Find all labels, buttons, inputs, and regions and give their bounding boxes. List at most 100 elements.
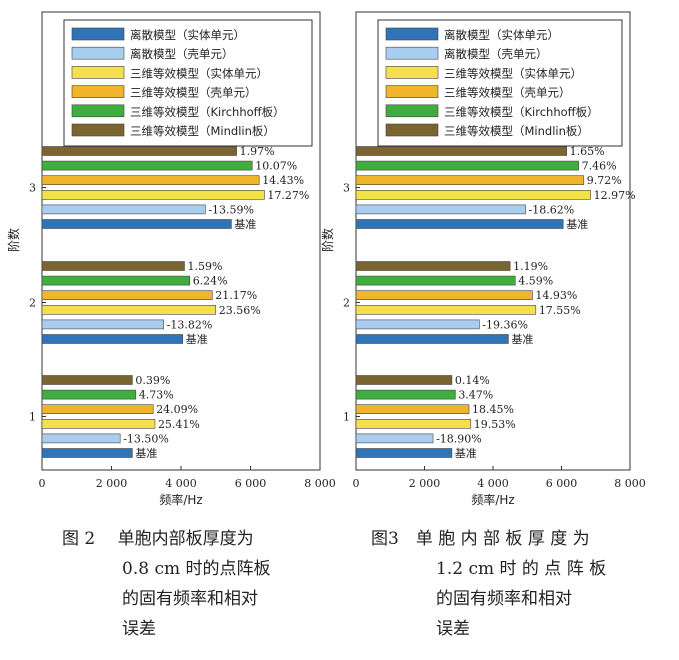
bar: [355, 389, 456, 400]
legend-entry: 三维等效模型（Mindlin板）: [444, 124, 589, 138]
data-label: 基准: [135, 447, 157, 460]
caption-line: 误差: [436, 619, 470, 639]
data-label: 25.41%: [158, 418, 200, 431]
data-label: 基准: [511, 333, 533, 346]
y-axis-label: 阶数: [6, 228, 21, 252]
bar: [41, 219, 232, 229]
bar: [355, 190, 591, 200]
data-label: 17.27%: [267, 189, 309, 202]
data-label: 1.65%: [570, 145, 605, 158]
data-label: 3.47%: [458, 389, 493, 402]
bar: [355, 404, 470, 415]
legend-entry: 三维等效模型（壳单元）: [130, 86, 257, 100]
bar: [41, 261, 185, 271]
legend-entry: 三维等效模型（Kirchhoff板）: [130, 105, 285, 119]
caption-line: 图3 单 胞 内 部 板 厚 度 为: [371, 529, 590, 549]
bar: [41, 290, 213, 301]
data-label: 基准: [455, 447, 477, 460]
bar: [41, 275, 190, 286]
bar: [41, 433, 121, 444]
data-label: 0.39%: [135, 374, 170, 387]
data-label: 14.43%: [262, 174, 304, 187]
bar: [41, 319, 164, 330]
legend-entry: 三维等效模型（Mindlin板）: [130, 124, 275, 138]
bar: [355, 275, 516, 286]
bar: [41, 389, 137, 400]
legend-entry: 三维等效模型（实体单元）: [130, 66, 268, 80]
y-tick-label: 1: [29, 411, 36, 424]
x-tick-label: 0: [353, 477, 360, 490]
bar: [355, 146, 567, 156]
legend-entry: 离散模型（实体单元）: [444, 28, 559, 42]
caption-line: 图 2 单胞内部板厚度为: [62, 529, 254, 549]
figure-3-caption: 图3 单 胞 内 部 板 厚 度 为 1.2 cm 时 的 点 阵 板 的固有频…: [371, 524, 606, 644]
legend-entry: 三维等效模型（壳单元）: [444, 86, 571, 100]
data-label: -13.50%: [123, 432, 169, 445]
bar: [355, 433, 434, 444]
bar: [355, 375, 453, 385]
legend-swatch: [385, 85, 439, 98]
legend-entry: 离散模型（壳单元）: [444, 47, 548, 61]
y-tick-label: 2: [343, 297, 350, 310]
data-label: 7.46%: [582, 160, 617, 173]
legend-swatch: [71, 85, 125, 98]
figure-2-caption: 图 2 单胞内部板厚度为 0.8 cm 时的点阵板 的固有频率和相对 误差: [62, 524, 270, 644]
legend-entry: 离散模型（实体单元）: [130, 28, 245, 42]
data-label: 9.72%: [587, 174, 622, 187]
data-label: 1.59%: [187, 260, 222, 273]
y-tick-label: 1: [343, 411, 350, 424]
bar: [355, 304, 537, 315]
data-label: 基准: [186, 333, 208, 346]
bar: [41, 160, 253, 171]
data-label: 1.97%: [240, 145, 275, 158]
data-label: 19.53%: [474, 418, 516, 431]
legend-swatch: [385, 27, 439, 41]
x-tick-label: 4 000: [165, 477, 197, 490]
x-tick-label: 4 000: [477, 477, 509, 490]
legend-swatch: [71, 46, 125, 60]
bar: [355, 334, 509, 344]
data-label: 0.14%: [455, 374, 490, 387]
bar: [41, 375, 133, 385]
data-label: -13.59%: [208, 203, 254, 216]
legend-entry: 三维等效模型（Kirchhoff板）: [444, 105, 599, 119]
x-tick-label: 2 000: [409, 477, 441, 490]
bar: [355, 448, 453, 458]
y-tick-label: 2: [29, 297, 36, 310]
caption-line: 的固有频率和相对: [436, 589, 572, 609]
caption-line: 1.2 cm 时 的 点 阵 板: [436, 559, 607, 579]
bar: [41, 448, 133, 458]
data-label: 基准: [234, 218, 256, 231]
legend-swatch: [385, 123, 439, 137]
bar: [355, 418, 472, 429]
data-label: 18.45%: [472, 403, 514, 416]
legend-swatch: [385, 66, 439, 79]
x-tick-label: 8 000: [304, 477, 336, 490]
bar: [41, 204, 206, 215]
bar: [41, 334, 184, 344]
legend-swatch: [71, 123, 125, 137]
data-label: -18.90%: [436, 432, 482, 445]
y-tick-label: 3: [343, 182, 350, 195]
data-label: 6.24%: [193, 275, 228, 288]
data-label: -19.36%: [482, 318, 528, 331]
bar: [355, 319, 480, 330]
bar: [355, 261, 511, 271]
data-label: 10.07%: [255, 160, 297, 173]
data-label: -18.62%: [529, 203, 575, 216]
legend-entry: 离散模型（壳单元）: [130, 47, 234, 61]
data-label: 14.93%: [535, 289, 577, 302]
bar: [355, 175, 585, 185]
legend-swatch: [71, 66, 125, 79]
bar: [41, 304, 217, 315]
legend-swatch: [385, 104, 439, 118]
legend-entry: 三维等效模型（实体单元）: [444, 66, 582, 80]
legend-swatch: [71, 104, 125, 118]
bar: [41, 146, 237, 156]
bar: [41, 418, 156, 429]
bar: [41, 175, 260, 185]
bar: [355, 204, 526, 215]
bar: [355, 219, 564, 229]
legend-swatch: [385, 46, 439, 60]
